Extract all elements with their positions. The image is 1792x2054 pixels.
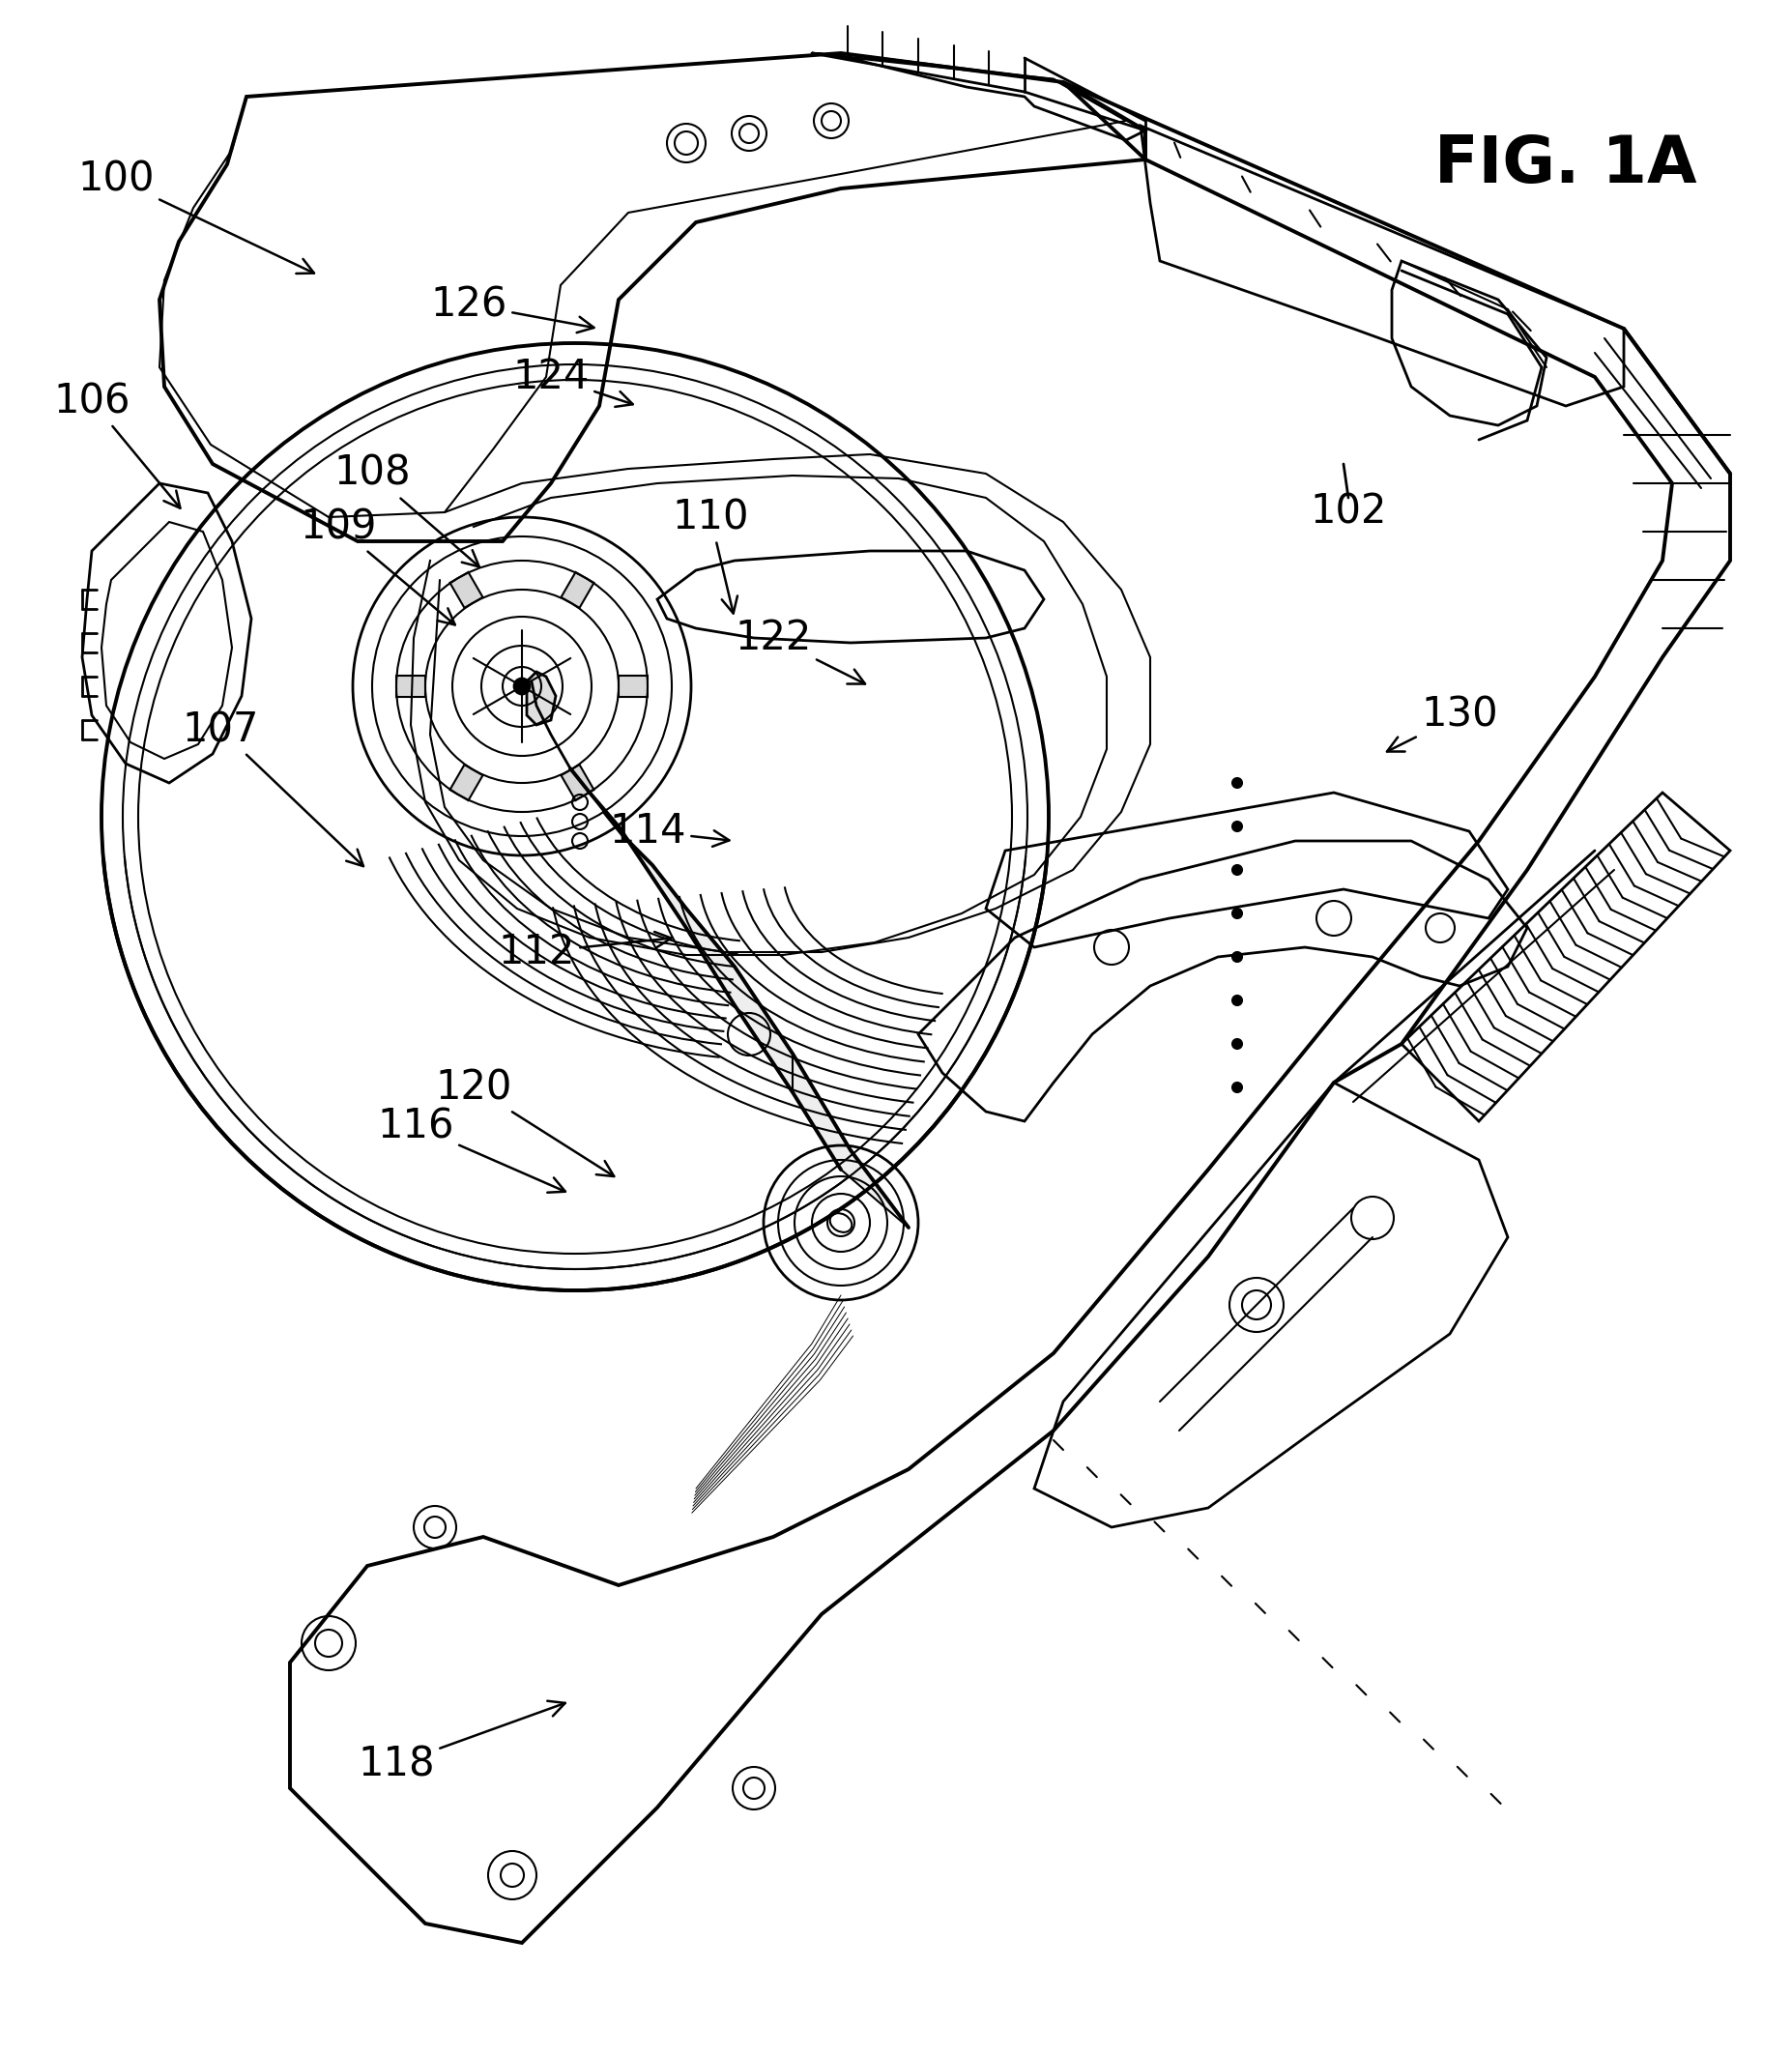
Text: 114: 114 <box>609 811 729 852</box>
Circle shape <box>1233 908 1242 918</box>
Polygon shape <box>396 676 425 696</box>
Polygon shape <box>561 573 593 608</box>
Circle shape <box>1233 865 1242 875</box>
Text: 106: 106 <box>54 380 181 507</box>
Polygon shape <box>527 672 556 725</box>
Polygon shape <box>570 768 909 1228</box>
Text: 109: 109 <box>299 507 455 624</box>
Circle shape <box>1233 778 1242 789</box>
Text: 108: 108 <box>333 454 478 567</box>
Text: 107: 107 <box>183 709 364 867</box>
Text: 122: 122 <box>735 618 866 684</box>
Text: 130: 130 <box>1387 694 1498 752</box>
Text: 116: 116 <box>376 1105 564 1193</box>
Ellipse shape <box>830 1214 851 1232</box>
Text: FIG. 1A: FIG. 1A <box>1435 131 1697 197</box>
Polygon shape <box>618 676 647 696</box>
Polygon shape <box>450 573 482 608</box>
Text: 126: 126 <box>430 283 593 333</box>
Text: 112: 112 <box>498 933 672 972</box>
Polygon shape <box>561 764 593 801</box>
Circle shape <box>1233 996 1242 1004</box>
Text: 118: 118 <box>358 1701 564 1785</box>
Text: 124: 124 <box>513 357 633 407</box>
Circle shape <box>1233 822 1242 832</box>
Polygon shape <box>450 764 482 801</box>
Text: 110: 110 <box>672 497 749 614</box>
Circle shape <box>1233 1039 1242 1050</box>
Circle shape <box>514 678 530 694</box>
Text: 102: 102 <box>1310 493 1387 532</box>
Text: 100: 100 <box>77 158 314 273</box>
Text: 120: 120 <box>435 1068 615 1177</box>
Circle shape <box>1233 953 1242 961</box>
Circle shape <box>1233 1082 1242 1093</box>
